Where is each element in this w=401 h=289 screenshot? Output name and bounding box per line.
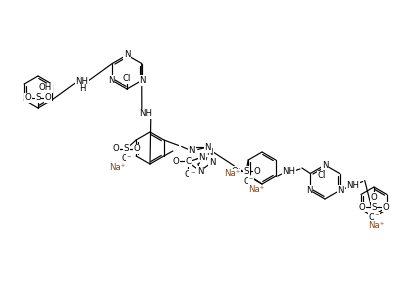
Text: N: N bbox=[196, 166, 203, 175]
Text: N: N bbox=[198, 153, 205, 162]
Text: N: N bbox=[139, 76, 146, 85]
Text: N: N bbox=[336, 186, 343, 195]
Text: N: N bbox=[305, 186, 312, 195]
Text: NH: NH bbox=[75, 77, 88, 86]
Text: N: N bbox=[206, 147, 213, 157]
Text: Cl: Cl bbox=[317, 171, 325, 181]
Text: O: O bbox=[368, 212, 375, 221]
Text: N: N bbox=[204, 143, 211, 152]
Text: Na⁺: Na⁺ bbox=[367, 221, 383, 229]
Text: O: O bbox=[243, 177, 250, 186]
Text: NH: NH bbox=[345, 181, 358, 190]
Text: O: O bbox=[113, 144, 119, 153]
Text: O: O bbox=[45, 94, 51, 103]
Text: ⁻: ⁻ bbox=[374, 212, 378, 221]
Text: Na⁺: Na⁺ bbox=[109, 162, 125, 171]
Text: NH: NH bbox=[282, 168, 295, 177]
Text: N: N bbox=[124, 51, 130, 60]
Text: O: O bbox=[200, 155, 207, 164]
Text: O: O bbox=[172, 157, 179, 166]
Text: O: O bbox=[370, 192, 377, 201]
Text: S: S bbox=[35, 94, 41, 103]
Text: N: N bbox=[209, 158, 215, 166]
Text: NH: NH bbox=[139, 109, 152, 118]
Text: ⁻: ⁻ bbox=[127, 155, 131, 164]
Text: N: N bbox=[321, 160, 328, 170]
Text: O: O bbox=[134, 144, 140, 153]
Text: O: O bbox=[358, 203, 365, 212]
Text: C: C bbox=[185, 157, 191, 166]
Text: O: O bbox=[24, 94, 31, 103]
Text: ⁻: ⁻ bbox=[248, 177, 253, 186]
Text: O: O bbox=[184, 170, 191, 179]
Text: ⁻: ⁻ bbox=[190, 170, 194, 179]
Text: N: N bbox=[108, 76, 114, 85]
Text: S: S bbox=[123, 144, 129, 153]
Text: OH: OH bbox=[39, 84, 52, 92]
Text: S: S bbox=[243, 166, 248, 175]
Text: Na⁺: Na⁺ bbox=[223, 170, 240, 179]
Text: O: O bbox=[253, 166, 260, 175]
Text: Na⁺: Na⁺ bbox=[247, 186, 264, 194]
Text: O: O bbox=[122, 155, 128, 164]
Text: N: N bbox=[188, 146, 194, 155]
Text: Cl: Cl bbox=[123, 75, 131, 84]
Text: O: O bbox=[231, 166, 238, 175]
Text: H: H bbox=[79, 84, 85, 93]
Text: O: O bbox=[382, 203, 389, 212]
Text: S: S bbox=[371, 203, 376, 212]
